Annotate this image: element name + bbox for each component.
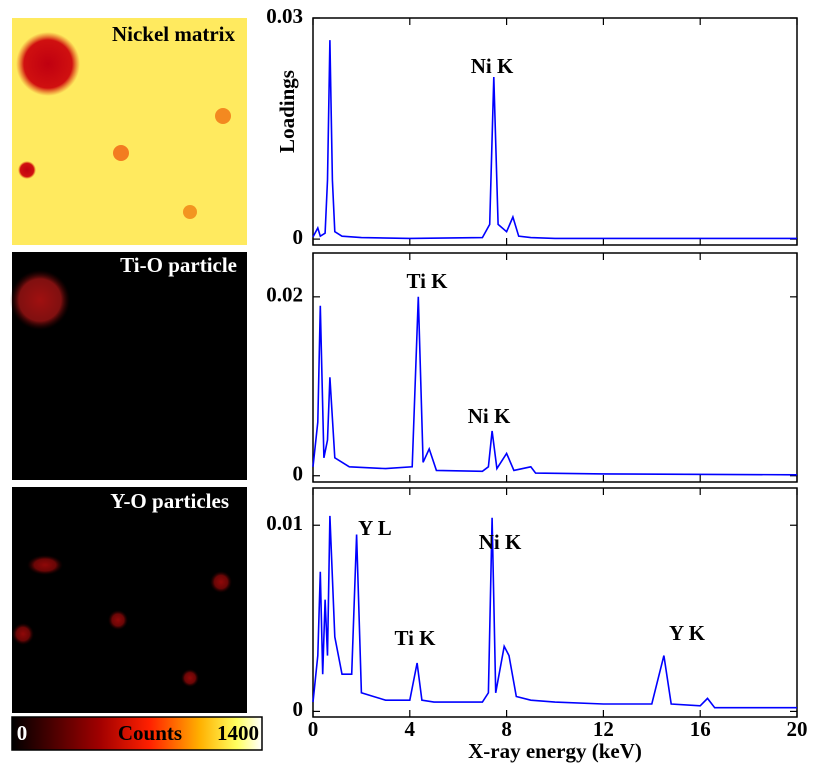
map-ti [10,252,247,480]
spectrum-line [312,40,797,240]
image-label: Nickel matrix [112,22,236,46]
y-tick-label: 0 [293,462,304,486]
x-tick-label: 20 [787,717,808,741]
spectrum-line [312,515,797,709]
map-nickel [12,18,247,245]
peak-label: Ti K [394,626,436,650]
y-tick-label: 0.03 [266,4,303,28]
y-axis-label: Loadings [275,70,299,153]
y-tick-label: 0 [293,697,304,721]
x-tick-label: 4 [405,717,416,741]
peak-label: Y L [358,516,392,540]
peak-label: Ni K [479,530,522,554]
x-tick-label: 0 [308,717,319,741]
peak-label: Y K [669,621,706,645]
panel-frame [312,17,798,246]
spectrum-line [312,296,798,476]
image-label: Y-O particles [110,489,229,513]
peak-label: Ni K [468,404,511,428]
peak-label: Ti K [406,269,448,293]
colorbar-label: Counts [118,721,182,745]
x-axis-label: X-ray energy (keV) [468,739,642,763]
image-label: Ti-O particle [120,253,237,277]
y-tick-label: 0.01 [266,511,303,535]
panel-frame [312,252,798,483]
peak-label: Ni K [471,54,514,78]
colorbar-tick: 0 [17,721,28,745]
y-tick-label: 0 [293,225,304,249]
x-tick-label: 12 [593,717,614,741]
colorbar-tick: 1400 [217,721,259,745]
panel-frame [312,487,798,718]
colorbar [11,716,263,751]
y-tick-label: 0.02 [266,283,303,307]
x-tick-label: 16 [690,717,711,741]
map-y [12,487,247,713]
x-tick-label: 8 [501,717,512,741]
